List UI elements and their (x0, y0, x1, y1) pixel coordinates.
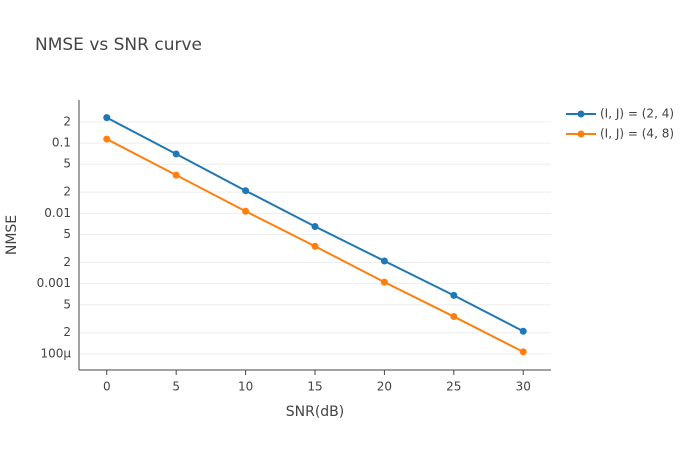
x-tick-label: 10 (238, 380, 253, 394)
marker (172, 171, 180, 179)
y-tick-label: 2 (63, 114, 71, 128)
y-tick-label: 0.01 (44, 206, 71, 220)
x-tick-label: 20 (377, 380, 392, 394)
y-tick-label: 5 (63, 297, 71, 311)
legend-marker (577, 130, 585, 138)
y-tick-label: 2 (63, 325, 71, 339)
marker (172, 150, 180, 158)
chart-title: NMSE vs SNR curve (35, 35, 202, 55)
legend-marker (577, 110, 585, 118)
y-tick-label: 100µ (40, 346, 71, 360)
x-tick-label: 25 (446, 380, 461, 394)
marker (519, 327, 527, 335)
marker (450, 313, 458, 321)
marker (519, 348, 527, 356)
marker (242, 207, 250, 215)
y-axis-label: NMSE (4, 215, 20, 255)
y-tick-label: 0.1 (52, 136, 71, 150)
marker (103, 135, 111, 143)
marker (311, 222, 319, 230)
marker (380, 257, 388, 265)
y-tick-label: 5 (63, 157, 71, 171)
marker (311, 242, 319, 250)
y-tick-label: 5 (63, 227, 71, 241)
marker (380, 278, 388, 286)
marker (103, 114, 111, 122)
marker (242, 187, 250, 195)
legend-label: (I, J) = (2, 4) (600, 107, 674, 121)
x-tick-label: 30 (516, 380, 531, 394)
x-tick-label: 15 (307, 380, 322, 394)
x-axis-label: SNR(dB) (286, 404, 345, 420)
y-tick-label: 2 (63, 185, 71, 199)
x-tick-label: 5 (172, 380, 180, 394)
marker (450, 291, 458, 299)
y-tick-label: 2 (63, 255, 71, 269)
x-tick-label: 0 (103, 380, 111, 394)
legend-label: (I, J) = (4, 8) (600, 127, 674, 141)
y-tick-label: 0.001 (37, 276, 71, 290)
